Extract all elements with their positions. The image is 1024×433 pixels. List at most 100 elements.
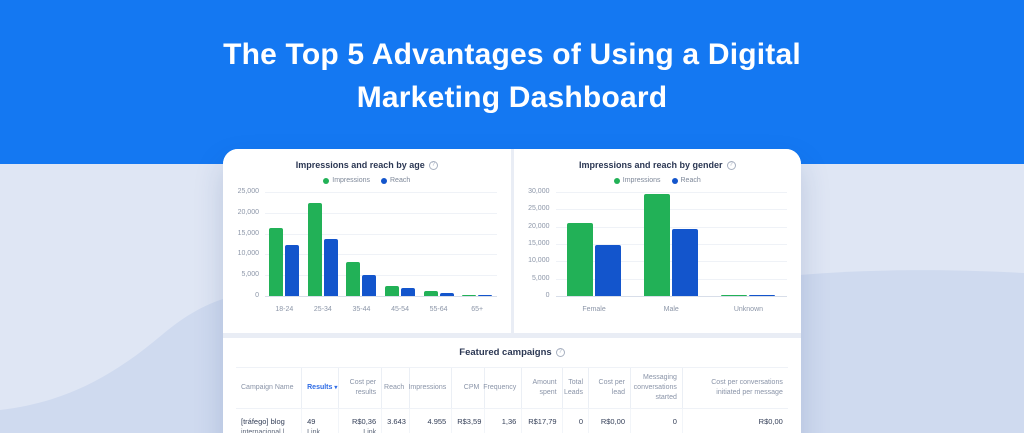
bar-groups: [265, 192, 497, 296]
column-header-cost-per-lead: Cost per lead: [588, 368, 630, 409]
cell-messaging-conversations-started: 0: [630, 409, 682, 433]
gridline: [555, 278, 787, 280]
bar-group-35-44: [346, 261, 377, 296]
chart-title-row: Impressions and reach by gender ?: [514, 160, 802, 170]
cell-results: 49 Link: [301, 409, 337, 433]
cell-value: R$0,00: [758, 417, 783, 427]
chart-plot-age: 25,000 20,000 15,000 10,000 5,000 0 18-24 25-34…: [225, 186, 505, 318]
cell-value: R$0,36: [351, 417, 377, 427]
column-header-cost-per-results: Cost per results: [337, 368, 382, 409]
bar-impressions-18-24: [269, 228, 284, 296]
column-header-label: Amount spent: [532, 379, 557, 397]
chart-legend: Impressions Reach: [514, 177, 802, 184]
help-icon[interactable]: ?: [726, 160, 736, 170]
bar-impressions-65: [462, 294, 477, 296]
x-axis-label-unknown: Unknown: [733, 306, 764, 313]
cell-cost-per-lead: R$0,00: [588, 409, 630, 433]
column-header-label: Messaging conversations started: [633, 374, 677, 402]
cell-campaign-name: [tráfego] blog internacional |: [236, 409, 301, 433]
column-header-label: Cost per lead: [598, 379, 625, 397]
gridline: [265, 192, 497, 193]
x-axis-labels: 18-24 25-34 35-44 45-54 55-64 65+: [265, 306, 497, 313]
bar-impressions-25-34: [307, 203, 322, 296]
legend-label: Reach: [680, 177, 701, 184]
chart-title-row: Impressions and reach by age ?: [223, 160, 511, 170]
legend-dot-impressions: [323, 177, 330, 184]
cell-value: 49: [307, 417, 316, 427]
cell-subvalue: internacional |: [241, 429, 285, 433]
column-header-label: Cost per results: [349, 379, 377, 397]
legend-label: Impressions: [622, 177, 661, 184]
bar-group-female: [567, 223, 622, 296]
legend-item-reach[interactable]: Reach: [671, 177, 701, 184]
cell-subvalue: Link: [363, 429, 377, 433]
legend-label: Reach: [390, 177, 411, 184]
column-header-cpm: CPM: [451, 368, 484, 409]
column-header-results[interactable]: Results ▾: [301, 368, 337, 409]
column-header-total-leads: Total Leads: [561, 368, 588, 409]
bar-group-55-64: [423, 291, 454, 296]
cell-frequency: 1,36: [484, 409, 521, 433]
cell-value: 4.955: [427, 417, 447, 427]
y-axis-tick: 10,000: [237, 250, 259, 258]
column-header-reach: Reach: [381, 368, 409, 409]
cell-value: 0: [672, 417, 677, 427]
legend-item-reach[interactable]: Reach: [381, 177, 410, 184]
x-axis-label-male: Male: [663, 306, 679, 313]
column-header-label: Reach: [384, 384, 405, 392]
cell-value: [tráfego] blog: [241, 417, 285, 427]
wave-left: [0, 295, 236, 433]
column-header-label: Total Leads: [563, 379, 584, 397]
gridline: [555, 261, 787, 263]
legend-dot-reach: [671, 177, 678, 184]
x-axis-label-65: 65+: [471, 306, 484, 313]
gridline: [265, 296, 497, 297]
cell-value: 1,36: [501, 417, 517, 427]
legend-dot-reach: [381, 177, 387, 184]
chart-plot-gender: 30,000 25,000 20,000 15,000 10,000 5,000 0 Fema…: [516, 186, 796, 318]
bar-impressions-35-44: [346, 261, 361, 296]
gridline: [265, 212, 497, 214]
bar-reach-55-64: [439, 292, 454, 296]
column-header-label: CPM: [463, 384, 480, 392]
chart-legend: Impressions Reach: [223, 177, 511, 184]
featured-campaigns-card: Featured campaigns ? Campaign Name Result…: [223, 338, 801, 433]
x-axis-label-female: Female: [582, 306, 606, 313]
bar-reach-65: [478, 295, 493, 296]
cell-reach: 3.643: [381, 409, 409, 433]
legend-item-impressions[interactable]: Impressions: [323, 177, 370, 184]
table-row[interactable]: [tráfego] blog internacional | 49 Link R$0,3…: [236, 409, 788, 433]
column-header-label: Frequency: [483, 384, 517, 392]
chart-panel-age: Impressions and reach by age ? Impressio…: [223, 149, 511, 333]
cell-value: 3.643: [387, 417, 406, 427]
legend-item-impressions[interactable]: Impressions: [613, 177, 661, 184]
bar-impressions-45-54: [385, 286, 400, 296]
cell-value: R$17,79: [528, 417, 557, 427]
column-header-amount-spent: Amount spent: [521, 368, 561, 409]
column-header-frequency: Frequency: [483, 368, 521, 409]
table-header-row: Campaign Name Results ▾ Cost per results Rea…: [236, 367, 788, 410]
gridline: [555, 209, 787, 211]
bar-reach-unknown: [749, 295, 776, 296]
column-header-impressions: Impressions: [408, 368, 451, 409]
y-axis-tick: 5,000: [531, 274, 550, 282]
dashboard-card: Impressions and reach by age ? Impressio…: [223, 149, 801, 433]
cell-value: R$0,00: [600, 417, 625, 427]
bar-impressions-55-64: [423, 291, 438, 296]
bar-impressions-unknown: [721, 294, 748, 296]
cell-value: R$3,59: [457, 417, 482, 427]
help-icon[interactable]: ?: [555, 348, 565, 357]
x-axis-label-18-24: 18-24: [275, 306, 294, 313]
chart-title-gender: Impressions and reach by gender: [578, 160, 723, 170]
wave-right: [788, 270, 1024, 433]
help-icon[interactable]: ?: [428, 160, 438, 170]
cell-impressions: 4.955: [409, 409, 451, 433]
gridline: [265, 254, 497, 256]
bar-impressions-female: [567, 223, 594, 296]
gridline: [555, 244, 787, 245]
y-axis-tick: 15,000: [528, 240, 550, 247]
x-axis-label-45-54: 45-54: [391, 306, 409, 313]
x-axis-labels: Female Male Unknown: [556, 306, 788, 313]
bar-group-18-24: [269, 228, 300, 296]
